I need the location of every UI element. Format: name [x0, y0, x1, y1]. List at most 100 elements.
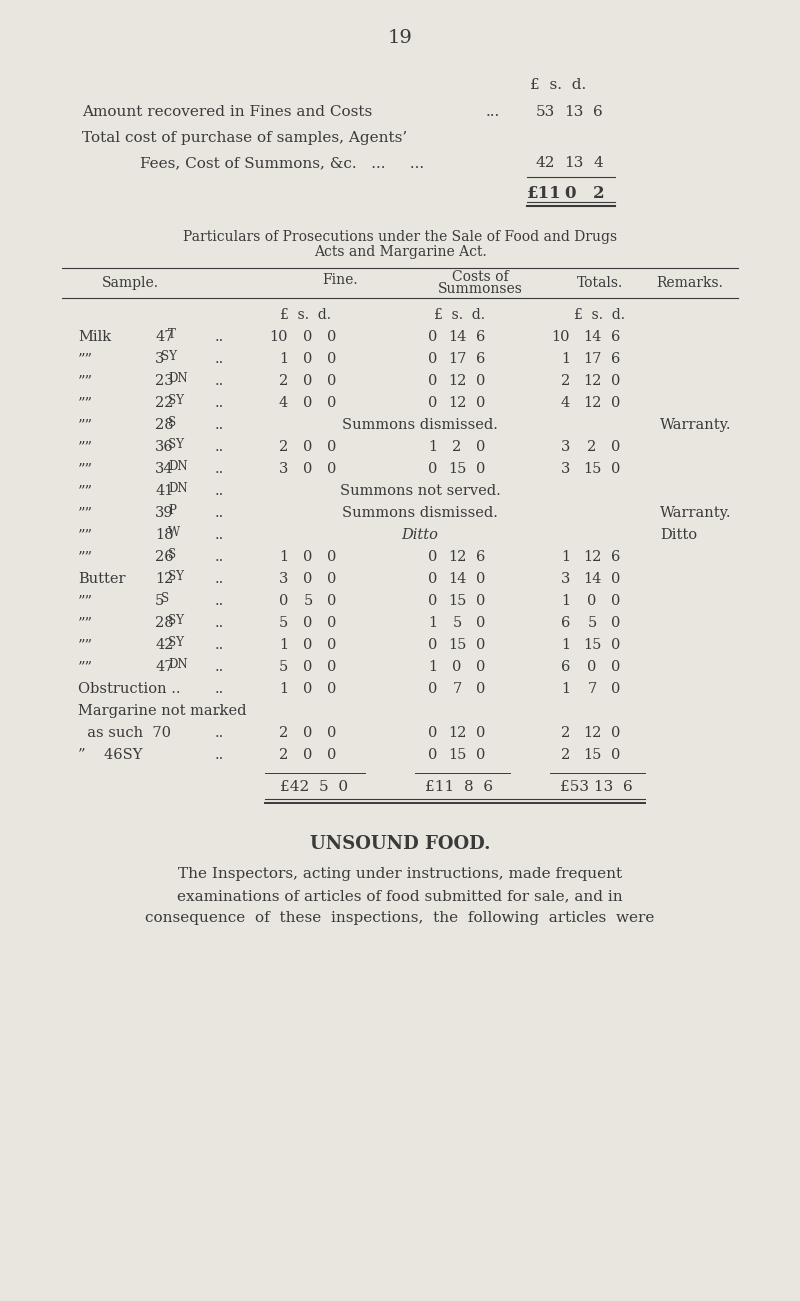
Text: 0: 0: [611, 615, 621, 630]
Text: ..: ..: [215, 660, 224, 674]
Text: Ditto: Ditto: [402, 528, 438, 543]
Text: 0: 0: [327, 462, 337, 476]
Text: Summonses: Summonses: [438, 282, 522, 297]
Text: 0: 0: [476, 748, 486, 762]
Text: £42  5  0: £42 5 0: [280, 781, 348, 794]
Text: 0: 0: [476, 595, 486, 608]
Text: 6: 6: [561, 660, 570, 674]
Text: 12: 12: [448, 396, 466, 410]
Text: 19: 19: [387, 29, 413, 47]
Text: ..: ..: [215, 373, 224, 388]
Text: 5: 5: [452, 615, 462, 630]
Text: 26: 26: [155, 550, 174, 565]
Text: ””: ””: [78, 637, 93, 652]
Text: 53: 53: [536, 105, 555, 118]
Text: 0: 0: [303, 660, 313, 674]
Text: 0: 0: [428, 373, 437, 388]
Text: ””: ””: [78, 660, 93, 674]
Text: 15: 15: [448, 637, 466, 652]
Text: 0: 0: [303, 748, 313, 762]
Text: Summons not served.: Summons not served.: [340, 484, 500, 498]
Text: 41: 41: [155, 484, 174, 498]
Text: Summons dismissed.: Summons dismissed.: [342, 506, 498, 520]
Text: Remarks.: Remarks.: [657, 276, 723, 290]
Text: ..: ..: [215, 615, 224, 630]
Text: 6: 6: [593, 105, 602, 118]
Text: 0: 0: [476, 682, 486, 696]
Text: 12: 12: [448, 373, 466, 388]
Text: 4: 4: [593, 156, 602, 170]
Text: 0: 0: [476, 440, 486, 454]
Text: 0: 0: [476, 637, 486, 652]
Text: 22: 22: [155, 396, 174, 410]
Text: examinations of articles of food submitted for sale, and in: examinations of articles of food submitt…: [177, 889, 623, 903]
Text: 0: 0: [611, 637, 621, 652]
Text: UNSOUND FOOD.: UNSOUND FOOD.: [310, 835, 490, 853]
Text: Warranty.: Warranty.: [660, 418, 731, 432]
Text: 12: 12: [448, 550, 466, 565]
Text: 0: 0: [611, 440, 621, 454]
Text: 0: 0: [611, 748, 621, 762]
Text: 0: 0: [303, 396, 313, 410]
Text: 15: 15: [583, 462, 601, 476]
Text: 28: 28: [155, 615, 174, 630]
Text: 0: 0: [476, 726, 486, 740]
Text: 1: 1: [279, 353, 288, 366]
Text: 0: 0: [327, 550, 337, 565]
Text: 2: 2: [561, 726, 570, 740]
Text: ..: ..: [215, 330, 224, 343]
Text: 6: 6: [476, 353, 486, 366]
Text: 0: 0: [428, 330, 437, 343]
Text: 0: 0: [587, 595, 597, 608]
Text: ..: ..: [215, 682, 224, 696]
Text: 12: 12: [583, 550, 601, 565]
Text: 47: 47: [155, 330, 174, 343]
Text: Margarine not marked: Margarine not marked: [78, 704, 246, 718]
Text: 1: 1: [428, 615, 437, 630]
Text: 12: 12: [155, 572, 174, 585]
Text: 0: 0: [303, 637, 313, 652]
Text: 0: 0: [303, 682, 313, 696]
Text: 0: 0: [303, 330, 313, 343]
Text: 0: 0: [611, 462, 621, 476]
Text: 2: 2: [561, 373, 570, 388]
Text: 0: 0: [303, 462, 313, 476]
Text: SY: SY: [168, 635, 184, 648]
Text: 0: 0: [611, 572, 621, 585]
Text: 0: 0: [587, 660, 597, 674]
Text: ””: ””: [78, 506, 93, 520]
Text: S: S: [162, 592, 170, 605]
Text: 0: 0: [428, 726, 437, 740]
Text: 3: 3: [155, 353, 164, 366]
Text: 0: 0: [278, 595, 288, 608]
Text: 0: 0: [428, 462, 437, 476]
Text: ...: ...: [486, 105, 500, 118]
Text: ..: ..: [215, 726, 224, 740]
Text: Butter: Butter: [78, 572, 126, 585]
Text: 12: 12: [583, 726, 601, 740]
Text: consequence  of  these  inspections,  the  following  articles  were: consequence of these inspections, the fo…: [146, 911, 654, 925]
Text: 15: 15: [448, 462, 466, 476]
Text: 0: 0: [327, 637, 337, 652]
Text: 0: 0: [327, 660, 337, 674]
Text: ..: ..: [215, 595, 224, 608]
Text: £  s.  d.: £ s. d.: [574, 308, 626, 323]
Text: 2: 2: [452, 440, 462, 454]
Text: 0: 0: [428, 550, 437, 565]
Text: 2: 2: [278, 726, 288, 740]
Text: Amount recovered in Fines and Costs: Amount recovered in Fines and Costs: [82, 105, 372, 118]
Text: 5: 5: [303, 595, 313, 608]
Text: 7: 7: [587, 682, 597, 696]
Text: ””: ””: [78, 373, 93, 388]
Text: 0: 0: [327, 726, 337, 740]
Text: 0: 0: [428, 682, 437, 696]
Text: 10: 10: [551, 330, 570, 343]
Text: ..: ..: [215, 528, 224, 543]
Text: 6: 6: [611, 353, 621, 366]
Text: DN: DN: [168, 481, 188, 494]
Text: ””: ””: [78, 484, 93, 498]
Text: 18: 18: [155, 528, 174, 543]
Text: 39: 39: [155, 506, 174, 520]
Text: ””: ””: [78, 440, 93, 454]
Text: 0: 0: [327, 682, 337, 696]
